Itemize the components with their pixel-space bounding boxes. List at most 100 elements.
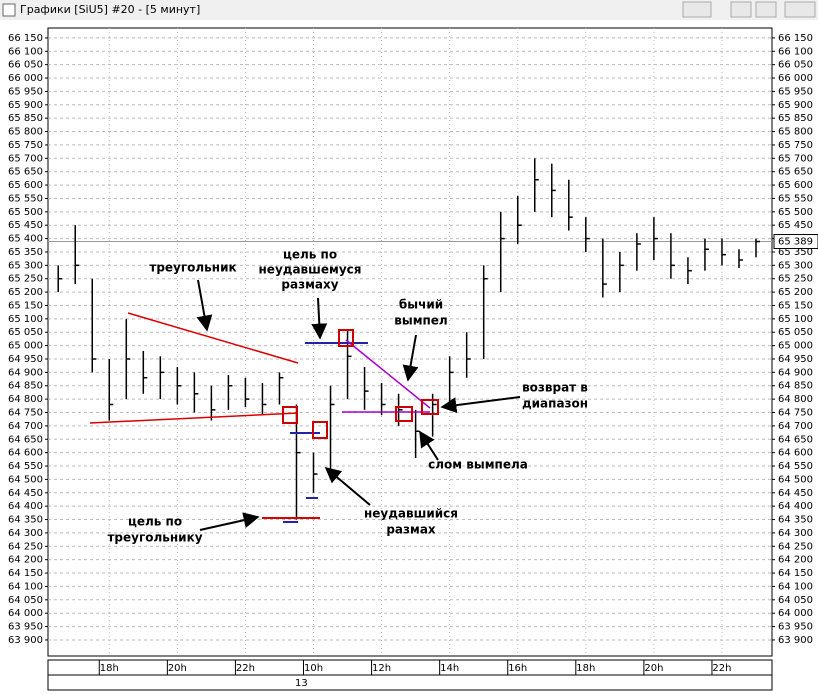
- y-tick-label: 65 450: [778, 220, 813, 231]
- y-tick-label: 65 850: [8, 113, 43, 124]
- y-tick-label: 65 650: [8, 167, 43, 178]
- y-tick-label: 65 900: [8, 100, 43, 111]
- marker-box: [338, 329, 354, 347]
- window-title: Графики [SiU5] #20 - [5 минут]: [20, 3, 200, 16]
- arrow: [311, 297, 328, 340]
- annotation: возврат в: [522, 381, 588, 395]
- y-tick-label: 64 650: [778, 434, 813, 445]
- y-tick-label: 64 400: [778, 501, 813, 512]
- pennant-line: [345, 339, 431, 409]
- x-tick-label: 16h: [508, 663, 527, 674]
- y-tick-label: 64 200: [8, 555, 43, 566]
- x-tick-label: 22h: [712, 663, 731, 674]
- y-tick-label: 66 100: [8, 46, 43, 57]
- y-tick-label: 64 300: [8, 528, 43, 539]
- y-tick-label: 66 000: [8, 73, 43, 84]
- pin-button[interactable]: [682, 1, 712, 18]
- chart-layer: 63 900 63 900 63 950 63 950 64 000 64 000 64 0…: [8, 28, 818, 675]
- y-tick-label: 66 050: [778, 60, 813, 71]
- x-tick-label: 22h: [236, 663, 255, 674]
- y-tick-label: 64 050: [8, 595, 43, 606]
- y-tick-label: 65 350: [8, 247, 43, 258]
- y-tick-label: 64 100: [778, 581, 813, 592]
- y-tick-label: 66 150: [8, 33, 43, 44]
- y-tick-label: 65 000: [778, 341, 813, 352]
- x-tick-label: 14h: [440, 663, 459, 674]
- y-tick-label: 66 150: [778, 33, 813, 44]
- y-tick-label: 65 700: [778, 153, 813, 164]
- annotations: [89, 279, 521, 531]
- annotation: треугольнику: [107, 531, 202, 545]
- y-tick-label: 65 500: [778, 207, 813, 218]
- marker-box: [421, 399, 439, 415]
- y-tick-label: 65 400: [8, 234, 43, 245]
- arrow: [324, 466, 371, 506]
- y-tick-label: 63 950: [778, 622, 813, 633]
- y-tick-label: 64 700: [8, 421, 43, 432]
- last-price-box: [773, 234, 818, 250]
- x-tick-label: 18h: [576, 663, 595, 674]
- arrow: [196, 279, 213, 332]
- x-tick-label: 20h: [168, 663, 187, 674]
- y-tick-label: 64 050: [778, 595, 813, 606]
- annotation: неудавшийся: [364, 507, 458, 521]
- y-tick-label: 65 300: [8, 260, 43, 271]
- y-tick-label: 65 550: [8, 193, 43, 204]
- y-tick-label: 65 250: [8, 274, 43, 285]
- marker-box: [282, 406, 298, 424]
- y-tick-label: 65 150: [778, 300, 813, 311]
- annotation: диапазон: [522, 397, 588, 411]
- y-tick-label: 64 950: [778, 354, 813, 365]
- y-tick-label: 65 250: [778, 274, 813, 285]
- y-tick-label: 65 750: [8, 140, 43, 151]
- y-tick-label: 64 550: [778, 461, 813, 472]
- y-tick-label: 64 900: [778, 367, 813, 378]
- y-tick-label: 65 800: [778, 127, 813, 138]
- y-tick-label: 65 500: [8, 207, 43, 218]
- y-tick-label: 63 900: [778, 635, 813, 646]
- arrow: [199, 512, 260, 531]
- y-tick-label: 65 050: [778, 327, 813, 338]
- annotation: бычий: [399, 298, 443, 312]
- y-tick-label: 65 950: [8, 86, 43, 97]
- y-tick-label: 64 800: [8, 394, 43, 405]
- y-tick-label: 66 000: [778, 73, 813, 84]
- y-tick-label: 64 200: [778, 555, 813, 566]
- last-price-label: 65 389: [778, 237, 813, 248]
- y-tick-label: 64 500: [778, 474, 813, 485]
- y-tick-label: 65 200: [8, 287, 43, 298]
- y-tick-label: 65 950: [778, 86, 813, 97]
- y-tick-label: 64 150: [8, 568, 43, 579]
- y-tick-label: 65 650: [778, 167, 813, 178]
- maximize-button[interactable]: [755, 1, 777, 18]
- annotation: вымпел: [394, 314, 447, 328]
- title-bar: [0, 0, 818, 20]
- x-tick-label: 10h: [304, 663, 323, 674]
- y-tick-label: 64 250: [778, 541, 813, 552]
- y-tick-label: 64 850: [778, 381, 813, 392]
- y-tick-label: 66 050: [8, 60, 43, 71]
- y-tick-label: 64 650: [8, 434, 43, 445]
- y-tick-label: 64 300: [778, 528, 813, 539]
- triangle-line: [89, 412, 299, 424]
- minimize-button[interactable]: [730, 1, 752, 18]
- triangle-line: [127, 312, 299, 364]
- window-icon: [2, 3, 16, 17]
- close-button[interactable]: [784, 1, 816, 18]
- y-tick-label: 64 900: [8, 367, 43, 378]
- y-tick-label: 64 450: [8, 488, 43, 499]
- y-tick-label: 65 800: [8, 127, 43, 138]
- plot-area: [47, 27, 773, 657]
- y-tick-label: 65 000: [8, 341, 43, 352]
- y-tick-label: 65 450: [8, 220, 43, 231]
- y-tick-label: 64 150: [778, 568, 813, 579]
- annotation: цель по: [128, 515, 182, 529]
- annotation: размах: [386, 523, 436, 537]
- y-tick-label: 65 850: [778, 113, 813, 124]
- y-tick-label: 64 250: [8, 541, 43, 552]
- marker-box: [395, 406, 413, 422]
- x-tick-label: 18h: [100, 663, 119, 674]
- x-tick-label: 12h: [372, 663, 391, 674]
- y-tick-label: 65 550: [778, 193, 813, 204]
